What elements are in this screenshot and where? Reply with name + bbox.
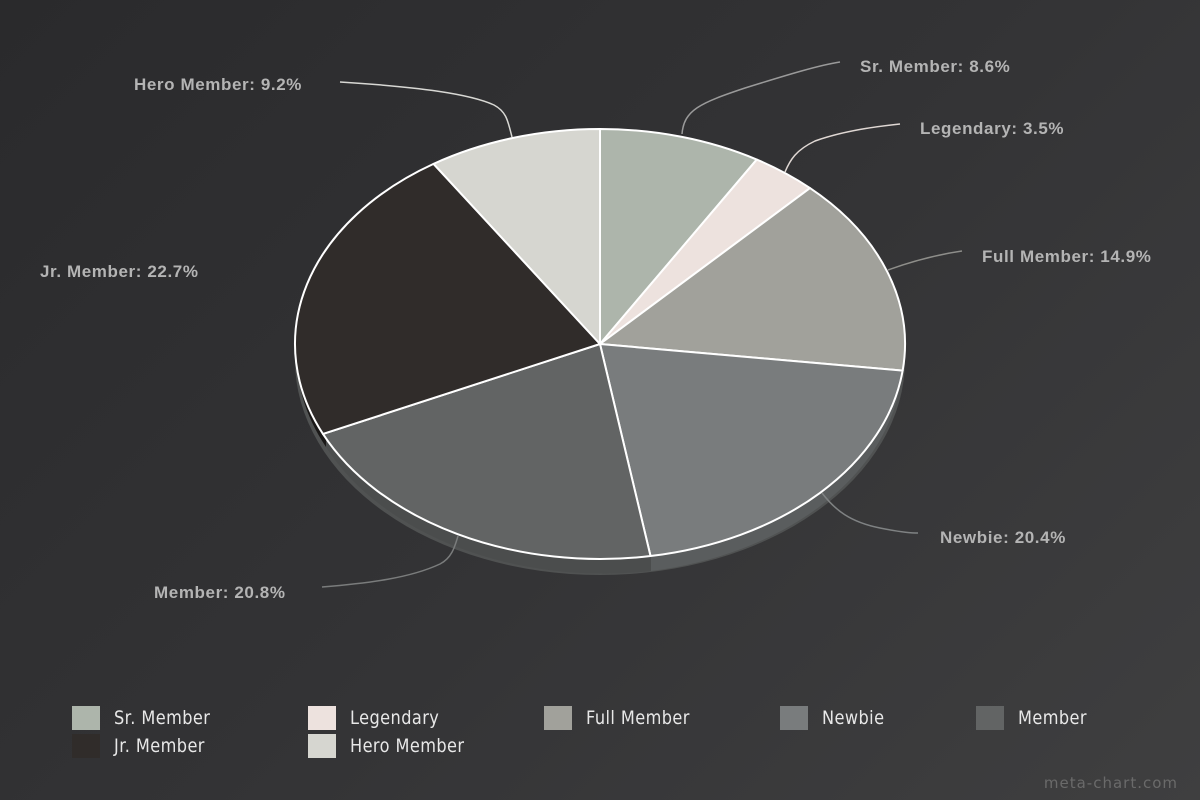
legend-label: Jr. Member (114, 735, 205, 757)
legend-item-legendary[interactable]: Legendary (308, 706, 500, 730)
leader-line-sr-member (681, 61, 841, 135)
legend-item-newbie[interactable]: Newbie (780, 706, 932, 730)
watermark: meta-chart.com (1043, 774, 1178, 792)
label-legendary: Legendary: 3.5% (920, 119, 1064, 138)
legend-item-full-member[interactable]: Full Member (544, 706, 736, 730)
pie-slices (293, 128, 906, 560)
legend-label: Full Member (586, 707, 690, 729)
label-full-member: Full Member: 14.9% (982, 247, 1152, 266)
legend-label: Hero Member (350, 735, 465, 757)
legend-swatch (308, 706, 336, 730)
leader-line-newbie (821, 492, 919, 534)
chart-legend: Sr. Member Legendary Full Member Newbie … (72, 706, 1172, 758)
legend-item-member[interactable]: Member (976, 706, 1128, 730)
legend-swatch (72, 734, 100, 758)
data-labels: Sr. Member: 8.6% Legendary: 3.5% Full Me… (40, 57, 1152, 602)
label-newbie: Newbie: 20.4% (940, 528, 1066, 547)
pie-slice-full-member[interactable] (599, 187, 906, 372)
pie-slice-sr-member[interactable] (599, 128, 758, 345)
legend-item-jr-member[interactable]: Jr. Member (72, 734, 264, 758)
pie-slice-newbie[interactable] (599, 343, 904, 558)
pie-slice-member[interactable] (321, 343, 652, 560)
legend-swatch (72, 706, 100, 730)
legend-swatch (976, 706, 1004, 730)
leader-line-full-member (887, 250, 963, 271)
pie-slice-jr-member[interactable] (293, 162, 601, 435)
legend-swatch (780, 706, 808, 730)
legend-label: Newbie (822, 707, 885, 729)
pie-slice-hero-member[interactable] (432, 128, 601, 345)
legend-item-sr-member[interactable]: Sr. Member (72, 706, 264, 730)
legend-item-hero-member[interactable]: Hero Member (308, 734, 500, 758)
label-jr-member: Jr. Member: 22.7% (40, 262, 199, 281)
leader-lines (321, 61, 963, 588)
legend-label: Legendary (350, 707, 440, 729)
leader-line-legendary (784, 123, 901, 173)
legend-label: Member (1018, 707, 1087, 729)
label-hero-member: Hero Member: 9.2% (134, 75, 302, 94)
leader-line-member (321, 535, 459, 588)
legend-swatch (544, 706, 572, 730)
legend-label: Sr. Member (114, 707, 211, 729)
legend-swatch (308, 734, 336, 758)
leader-line-hero-member (339, 81, 513, 138)
label-sr-member: Sr. Member: 8.6% (860, 57, 1010, 76)
label-member: Member: 20.8% (154, 583, 286, 602)
